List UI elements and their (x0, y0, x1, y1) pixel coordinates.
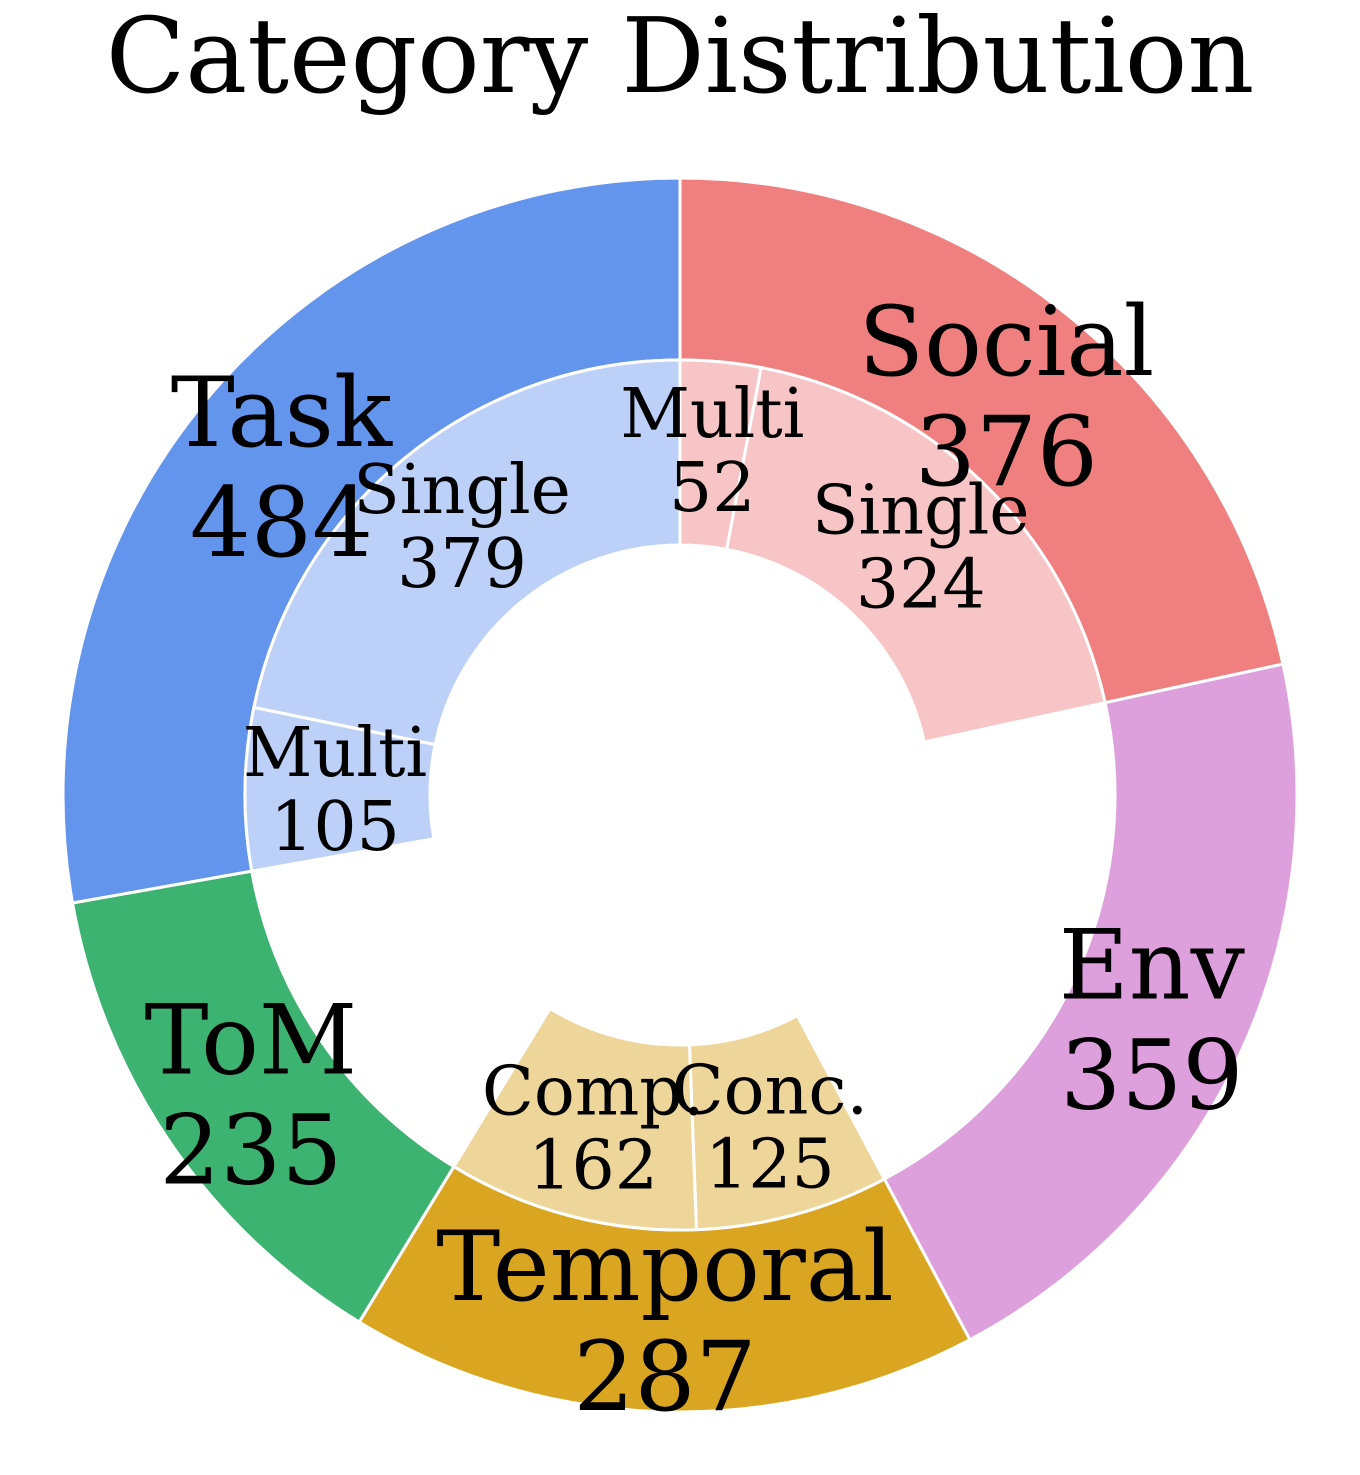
outer-label-social: Social (858, 286, 1154, 398)
inner-label-temporal-conc: Conc. (672, 1052, 868, 1131)
inner-value-social-single: 324 (856, 545, 986, 624)
inner-value-task-multi: 105 (270, 788, 400, 867)
outer-label-temporal: Temporal (436, 1211, 894, 1323)
inner-label-social-single: Single (812, 471, 1030, 550)
inner-slice-temporal-comp (451, 1006, 699, 1232)
chart-title: Category Distribution (105, 0, 1255, 117)
inner-label-temporal-comp: Comp. (482, 1052, 705, 1131)
inner-value-temporal-conc: 125 (705, 1126, 835, 1205)
outer-value-task: 484 (190, 467, 373, 579)
inner-value-task-single: 379 (397, 525, 527, 604)
outer-label-tom: ToM (144, 985, 357, 1097)
outer-value-social: 376 (915, 396, 1098, 508)
inner-label-task-single: Single (353, 451, 571, 530)
inner-value-social-multi: 52 (669, 449, 756, 528)
outer-value-env: 359 (1060, 1020, 1243, 1132)
inner-value-temporal-comp: 162 (528, 1126, 658, 1205)
inner-label-social-multi: Multi (620, 375, 804, 454)
outer-label-env: Env (1059, 910, 1245, 1022)
outer-label-task: Task (171, 357, 393, 469)
outer-value-temporal: 287 (573, 1321, 756, 1433)
inner-slice-task-single (252, 358, 682, 747)
inner-label-task-multi: Multi (243, 714, 427, 793)
outer-slice-env (882, 662, 1299, 1342)
outer-value-tom: 235 (159, 1095, 342, 1207)
inner-slice-social-single (724, 365, 1107, 744)
